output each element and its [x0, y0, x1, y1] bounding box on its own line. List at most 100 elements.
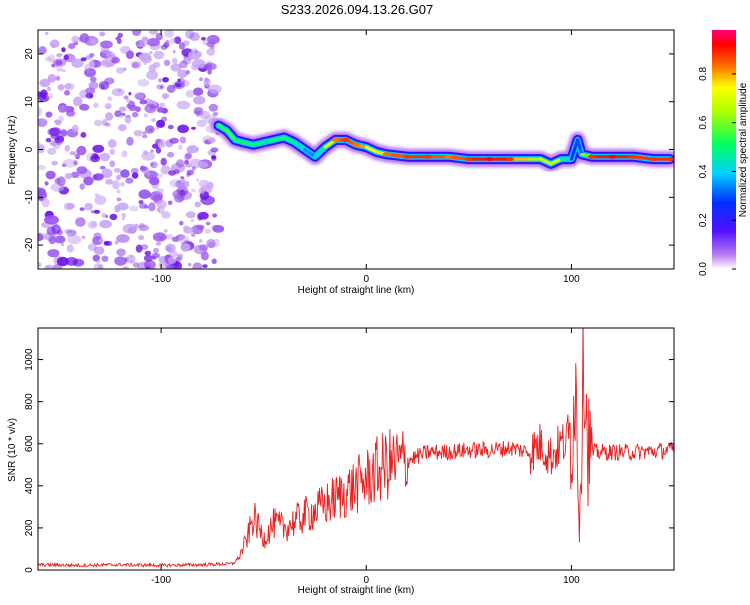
noise-dot: [64, 173, 73, 179]
noise-dot: [67, 234, 82, 245]
noise-dot: [171, 57, 178, 65]
noise-dot: [38, 94, 50, 103]
ytick-label: 600: [24, 435, 35, 452]
noise-dot: [203, 78, 211, 87]
noise-dot: [196, 178, 200, 182]
noise-dot: [65, 256, 78, 266]
noise-dot: [192, 87, 204, 96]
noise-dot: [212, 213, 218, 218]
noise-dot: [156, 208, 161, 212]
noise-dot: [198, 239, 203, 243]
colorbar-tick-label: 0.8: [698, 67, 709, 81]
noise-dot: [49, 127, 62, 137]
noise-dot: [106, 51, 115, 59]
noise-dot: [196, 119, 207, 128]
noise-dot: [51, 224, 62, 235]
noise-dot: [94, 195, 107, 206]
noise-dot: [79, 169, 92, 180]
noise-dot: [116, 174, 122, 181]
noise-dot: [120, 182, 125, 187]
noise-dot: [138, 224, 150, 232]
noise-dot: [164, 30, 174, 38]
noise-dot: [87, 243, 97, 251]
ytick-label: 1000: [24, 348, 35, 371]
noise-dot: [94, 119, 103, 127]
noise-dot: [62, 158, 77, 168]
noise-dot: [138, 200, 144, 205]
noise-dot: [152, 232, 167, 242]
noise-dot: [51, 160, 58, 166]
noise-dot: [205, 63, 213, 70]
noise-dot: [64, 83, 72, 89]
ridge-peak: [423, 154, 432, 159]
noise-dot: [56, 256, 69, 267]
noise-dot: [131, 172, 139, 179]
snr-frame: [37, 327, 675, 571]
ridge-peak: [629, 154, 637, 159]
noise-dot: [169, 137, 179, 144]
noise-dot: [163, 229, 168, 233]
ridge-segment: [272, 136, 286, 142]
noise-dot: [90, 210, 96, 214]
noise-dot: [172, 50, 176, 54]
noise-dot: [116, 234, 130, 243]
noise-dot: [133, 129, 144, 137]
noise-dot: [179, 136, 187, 144]
noise-dot: [56, 53, 63, 58]
noise-dot: [96, 260, 101, 264]
noise-dot: [155, 173, 163, 179]
noise-dot: [120, 169, 130, 178]
snr-plot-area: [38, 328, 674, 568]
noise-dot: [45, 31, 49, 35]
noise-dot: [185, 152, 193, 160]
colorbar-ticks: 0.0 0.2 0.4 0.6 0.8: [698, 67, 736, 276]
noise-dot: [167, 124, 174, 130]
noise-dot: [179, 60, 188, 69]
noise-dot: [141, 151, 155, 161]
noise-dot: [104, 103, 112, 110]
noise-dot: [165, 40, 170, 44]
noise-dot: [48, 235, 57, 245]
noise-dot: [98, 81, 110, 90]
noise-dot: [121, 213, 127, 218]
noise-dot: [149, 104, 155, 110]
xtick-label: 0: [363, 575, 369, 586]
xtick-label: -100: [151, 274, 171, 285]
noise-dot: [211, 258, 217, 265]
noise-dot: [79, 33, 90, 43]
noise-dot: [84, 202, 93, 211]
colorbar-tick-label: 0.4: [698, 164, 709, 178]
noise-dot: [186, 145, 199, 154]
ridge-peak: [587, 154, 596, 159]
noise-dot: [158, 78, 162, 83]
noise-dot: [160, 157, 167, 166]
noise-dot: [116, 197, 122, 202]
noise-dot: [193, 95, 206, 105]
noise-dot: [80, 57, 87, 62]
noise-dot: [137, 79, 150, 87]
noise-dot: [122, 223, 138, 234]
noise-dot: [112, 180, 120, 190]
noise-dot: [83, 176, 94, 186]
ytick-label: 0: [24, 567, 35, 573]
noise-dot: [41, 198, 50, 208]
spectrogram-ylabel: Frequency (Hz): [7, 116, 18, 185]
noise-dot: [185, 211, 196, 219]
ridge-segment: [576, 138, 584, 156]
noise-dot: [162, 77, 170, 83]
noise-dot: [150, 149, 154, 153]
noise-dot: [146, 171, 151, 176]
noise-dot: [143, 254, 153, 262]
noise-dot: [191, 233, 196, 237]
noise-dot: [118, 124, 127, 132]
noise-dot: [153, 50, 165, 60]
noise-dot: [104, 122, 111, 127]
noise-dot: [185, 30, 195, 39]
noise-dot: [116, 202, 129, 211]
noise-dot: [184, 159, 190, 165]
noise-dot: [201, 36, 206, 41]
noise-dot: [206, 48, 216, 56]
noise-dot: [116, 38, 122, 45]
noise-dot: [180, 178, 186, 183]
noise-dot: [60, 129, 68, 137]
